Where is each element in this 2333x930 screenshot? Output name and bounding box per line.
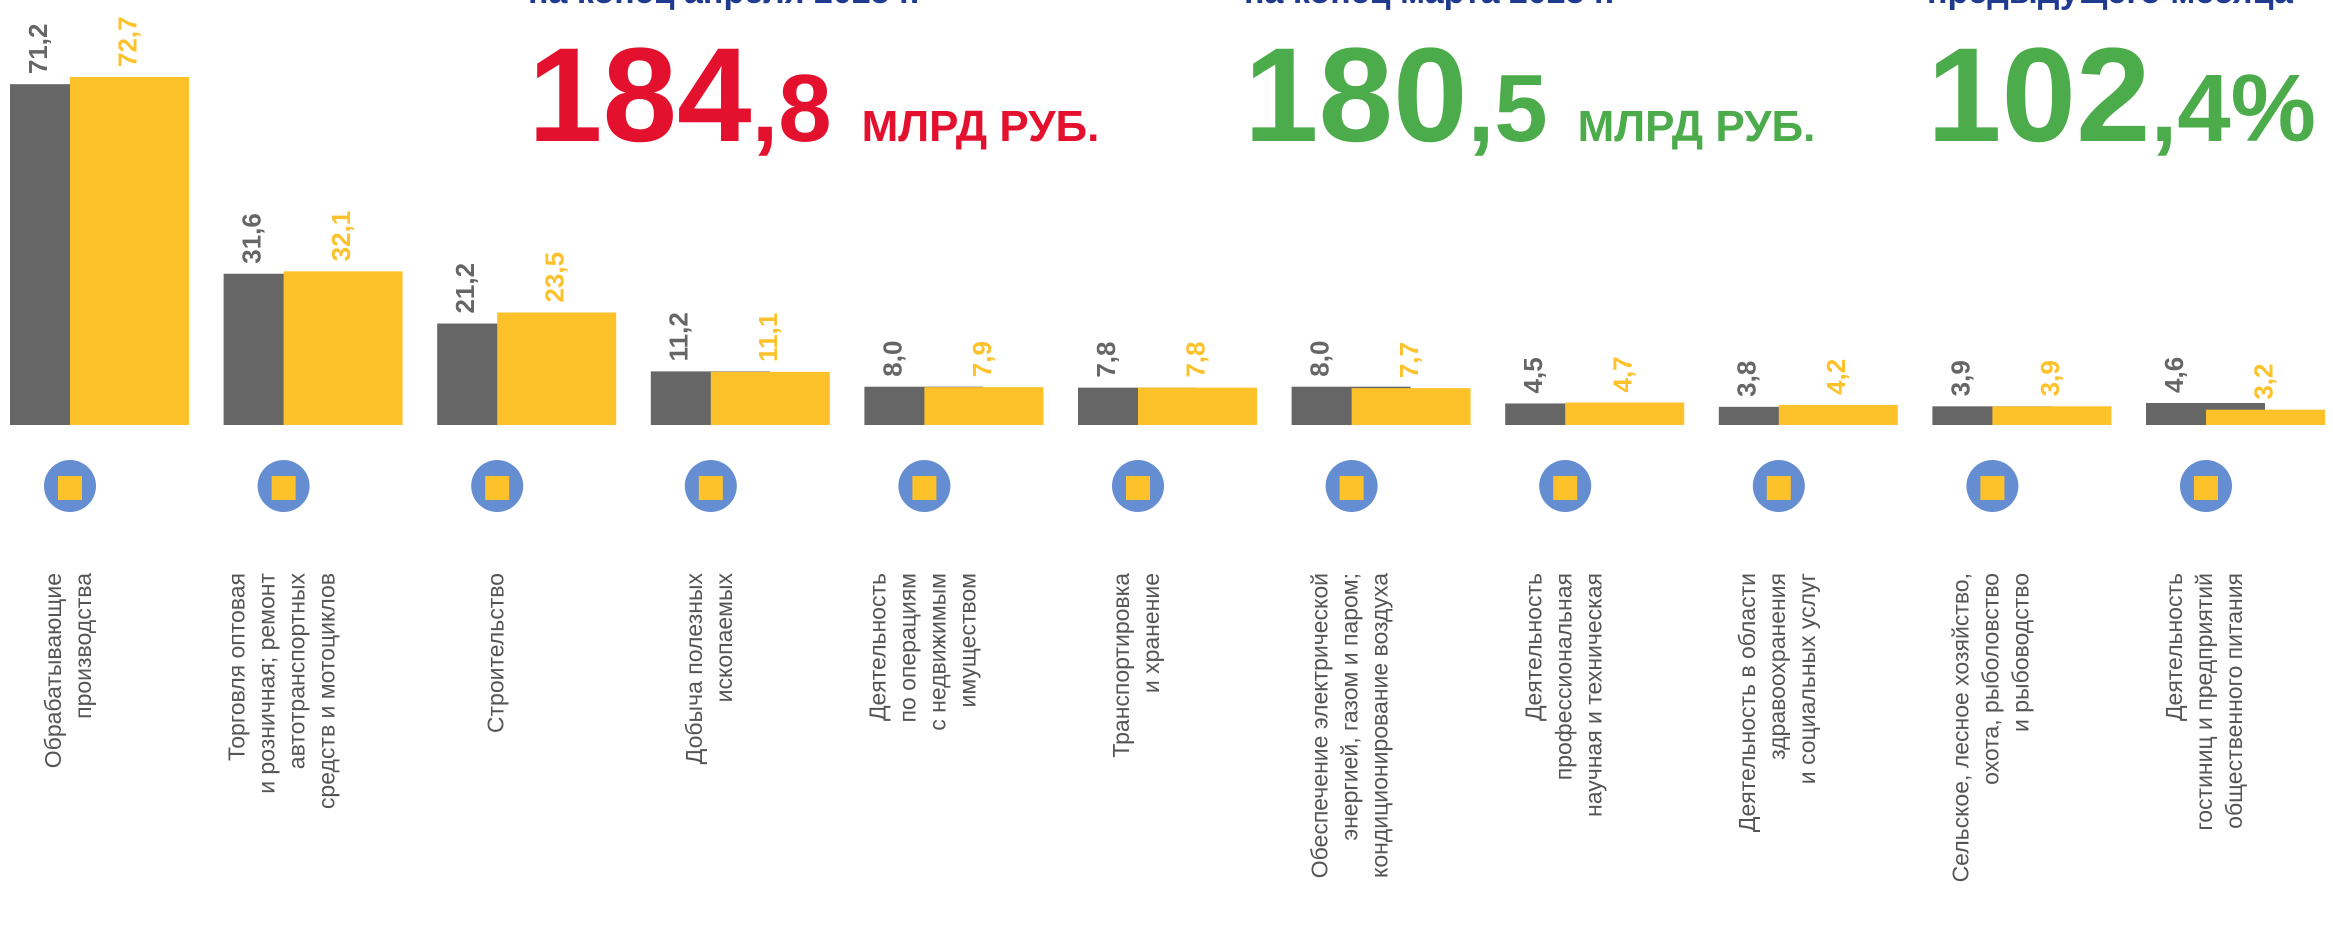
bar (924, 387, 1044, 425)
category-label: профессиональная (1550, 573, 1576, 780)
category-label: Добыча полезных (681, 573, 707, 765)
category-label: Деятельность (2161, 573, 2187, 721)
value-label: 8,0 (1304, 341, 1334, 377)
bar (1351, 388, 1471, 425)
value-label: 32,1 (326, 211, 356, 262)
icon-detail (485, 476, 510, 500)
category-label: ископаемых (711, 573, 737, 703)
icons (44, 460, 2232, 512)
category-label: и розничная; ремонт (254, 573, 280, 794)
value-label: 11,2 (664, 312, 694, 361)
category-label: автотранспортных (284, 573, 310, 770)
icon-detail (1553, 476, 1578, 500)
icon-detail (58, 476, 82, 500)
category-label: Обрабатывающие (40, 573, 66, 768)
bar (1565, 402, 1685, 425)
figure-int: 184 (528, 21, 752, 170)
value-label: 3,2 (2248, 364, 2278, 400)
category-label: здравоохранения (1764, 573, 1790, 760)
category-label: охота, рыболовство (1977, 573, 2003, 785)
category-label: и хранение (1138, 573, 1164, 693)
category-label: кондиционирование воздуха (1367, 573, 1393, 878)
value-label: 21,2 (450, 263, 480, 314)
icon-detail (1126, 476, 1150, 500)
figure-frac: ,5 (1468, 55, 1548, 162)
category-label: Деятельность (1520, 573, 1546, 721)
value-label: 3,9 (1945, 360, 1975, 396)
category-label: по операциям (894, 573, 920, 723)
bar (70, 77, 189, 425)
header-figure: 184,8 МЛРД РУБ. (528, 21, 1099, 170)
bar (283, 271, 403, 425)
category-label: Деятельность в области (1734, 573, 1760, 832)
bar (2206, 409, 2325, 425)
bar (1778, 404, 1898, 425)
value-label: 4,5 (1518, 357, 1548, 393)
category-label: Торговля оптовая (224, 573, 250, 761)
value-label: 4,2 (1821, 359, 1851, 395)
icon-detail (1339, 476, 1364, 500)
category-label: и рыбоводство (2007, 573, 2033, 732)
figure-unit: МЛРД РУБ. (862, 102, 1100, 151)
value-label: 8,0 (877, 341, 907, 377)
category-label: гостиниц и предприятий (2191, 573, 2217, 831)
bar (1992, 406, 2112, 425)
header-caption: предыдущего месяца (1927, 0, 2294, 11)
header-caption: на конец апреля 2025 г. (528, 0, 919, 11)
header-figure: 180,5 МЛРД РУБ. (1244, 21, 1815, 170)
header-caption: на конец марта 2025 г. (1244, 0, 1614, 11)
icon-detail (1980, 476, 2005, 500)
value-label: 7,8 (1091, 342, 1121, 378)
header-figure: 102,4% (1927, 21, 2316, 170)
value-label: 71,2 (23, 24, 53, 75)
figure-int: 180 (1244, 21, 1468, 170)
value-label: 3,8 (1732, 361, 1762, 397)
value-label: 4,7 (1608, 356, 1638, 392)
value-label: 11,1 (753, 313, 783, 362)
figure-unit: МЛРД РУБ. (1578, 102, 1816, 151)
value-label: 7,7 (1394, 342, 1424, 378)
figure-int: 102 (1927, 21, 2151, 170)
value-label: 23,5 (540, 252, 570, 303)
category-label: и социальных услуг (1794, 573, 1820, 784)
category-label: средств и мотоциклов (314, 573, 340, 809)
value-label: 7,9 (967, 341, 997, 377)
figure-frac: ,8 (752, 55, 832, 162)
value-label: 7,8 (1180, 342, 1210, 378)
icon-detail (1766, 476, 1791, 500)
figure-frac: ,4% (2151, 55, 2316, 162)
category-label: с недвижимым (924, 573, 950, 731)
category-label: Деятельность (864, 573, 890, 721)
category-label: общественного питания (2221, 573, 2247, 829)
bar (497, 312, 617, 425)
value-label: 72,7 (112, 16, 142, 67)
icon-detail (912, 476, 937, 500)
category-label: энергией, газом и паром; (1337, 573, 1363, 841)
value-label: 31,6 (236, 213, 266, 264)
icon-detail (698, 476, 723, 500)
category-label: Обеспечение электрической (1307, 573, 1333, 878)
bar (710, 371, 830, 425)
category-label: производства (70, 573, 96, 719)
value-label: 4,6 (2159, 357, 2189, 393)
icon-detail (271, 476, 296, 500)
category-label: научная и техническая (1580, 573, 1606, 817)
category-label: Строительство (482, 573, 508, 733)
icon-detail (2194, 476, 2218, 500)
value-label: 3,9 (2035, 360, 2065, 396)
category-label: Сельское, лесное хозяйство, (1947, 573, 1973, 882)
category-label: имуществом (954, 573, 980, 707)
category-label: Транспортировка (1108, 573, 1134, 758)
bar (1138, 387, 1257, 425)
